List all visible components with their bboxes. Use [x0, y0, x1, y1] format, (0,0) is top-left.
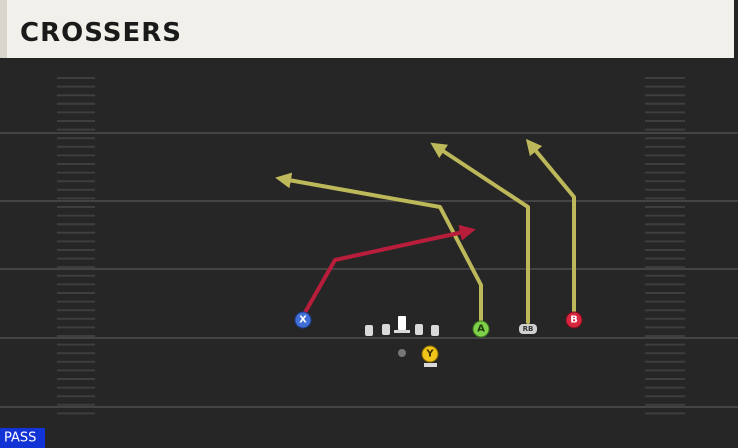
route-b [525, 138, 576, 316]
badge [0, 428, 45, 448]
player-label: A [477, 324, 485, 335]
header-bar [0, 0, 734, 58]
header-accent [0, 0, 7, 58]
player-label: B [570, 315, 578, 326]
player-label: Y [425, 349, 434, 360]
hash-marks [57, 77, 685, 415]
linemen [365, 316, 439, 336]
player-a [472, 320, 490, 338]
player-y-base [424, 363, 437, 367]
player-label: X [299, 315, 307, 326]
badge-label: PASS [4, 431, 36, 446]
yard-lines [0, 132, 738, 408]
player-b [565, 311, 583, 329]
route-x [301, 224, 476, 318]
route-a [275, 172, 483, 324]
player-label: RB [523, 325, 534, 333]
player-rb [519, 324, 537, 334]
play-title: CROSSERS [20, 18, 182, 48]
quarterback [398, 349, 406, 357]
player-y [421, 345, 439, 363]
route-rb [430, 142, 530, 324]
player-x [294, 311, 312, 329]
